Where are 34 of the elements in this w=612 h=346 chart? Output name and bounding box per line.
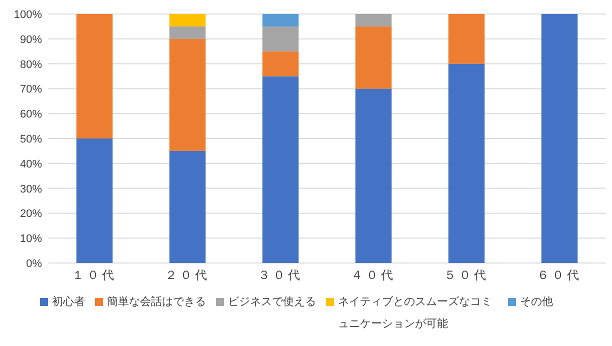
bar — [355, 14, 392, 26]
bar — [76, 14, 113, 138]
bar — [262, 76, 299, 263]
legend-label: ネイティブとのスムーズなコミュニケーションが可能 — [338, 294, 493, 332]
y-tick-label: 20% — [20, 208, 42, 220]
y-tick-label: 0% — [26, 258, 42, 270]
x-tick-label: ２０代 — [165, 268, 210, 282]
legend-label: その他 — [520, 295, 553, 310]
bar — [448, 64, 485, 263]
y-tick-label: 40% — [20, 158, 42, 170]
x-tick-label: １０代 — [72, 268, 117, 282]
bar — [541, 14, 578, 263]
y-tick-label: 50% — [20, 134, 42, 146]
y-tick-label: 30% — [20, 183, 42, 196]
bar — [169, 150, 206, 263]
y-tick-label: 10% — [20, 233, 42, 246]
legend-label: 初心者 — [52, 294, 85, 310]
bar — [169, 38, 206, 151]
y-tick-label: 90% — [20, 34, 42, 46]
bar — [262, 51, 299, 76]
y-tick-label: 100% — [14, 9, 42, 21]
y-tick-label: 70% — [20, 84, 42, 96]
bar — [448, 14, 485, 64]
y-tick-label: 80% — [20, 58, 42, 71]
legend-label: ビジネスで使える — [228, 295, 316, 310]
y-tick-label: 60% — [20, 108, 42, 121]
bar — [355, 26, 392, 89]
bar — [76, 138, 113, 263]
legend-label: 簡単な会話はできる — [107, 295, 206, 310]
bar — [355, 88, 392, 263]
x-tick-label: ５０代 — [444, 268, 489, 282]
x-tick-label: ４０代 — [351, 268, 396, 282]
x-tick-label: ３０代 — [258, 268, 303, 282]
x-tick-label: ６０代 — [537, 268, 582, 282]
